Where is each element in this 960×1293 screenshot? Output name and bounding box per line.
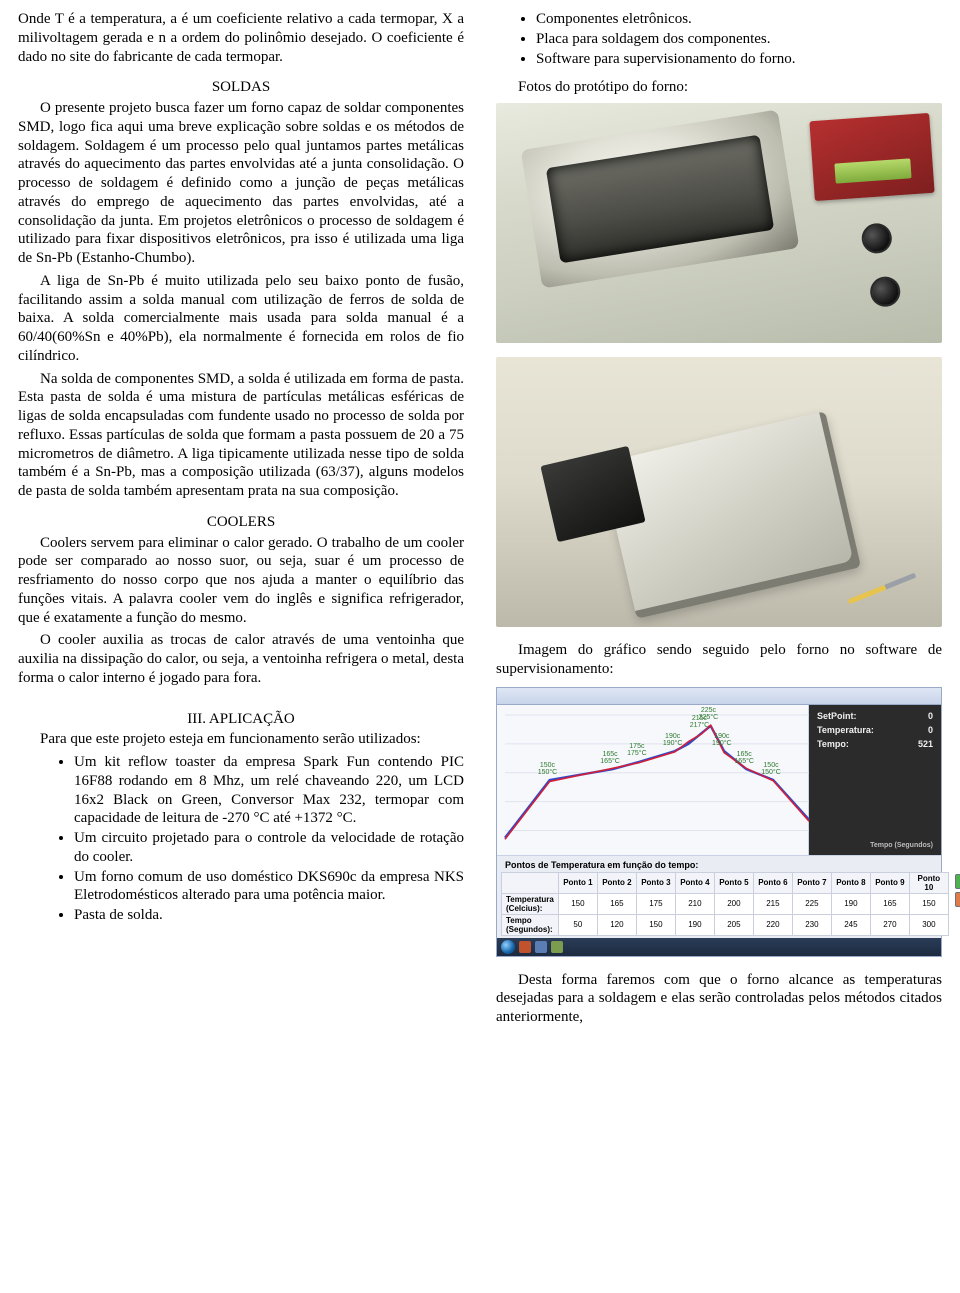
software-bottom: Pontos de Temperatura em função do tempo…: [497, 855, 941, 938]
task-icon[interactable]: [519, 941, 531, 953]
photo-oven-back: [496, 357, 942, 627]
software-titlebar: [497, 688, 941, 705]
desconectar-button[interactable]: DESCONECTAR: [955, 892, 960, 907]
software-chart: 150c150°C165c165°C175c175°C190c190°C215c…: [497, 705, 809, 855]
coolers-heading: COOLERS: [18, 513, 464, 532]
side-axis-label: Tempo (Segundos): [817, 842, 933, 849]
side-time-label: Tempo:: [817, 739, 849, 749]
side-setpoint: SetPoint: 0: [817, 711, 933, 721]
top-bullet-item: Software para supervisionamento do forno…: [536, 50, 942, 69]
photo-oven-front: [496, 103, 942, 343]
soldas-p3: Na solda de componentes SMD, a solda é u…: [18, 370, 464, 501]
software-window: 150c150°C165c165°C175c175°C190c190°C215c…: [496, 687, 942, 957]
top-bullet-item: Placa para soldagem dos componentes.: [536, 30, 942, 49]
software-taskbar: [497, 938, 941, 956]
side-time: Tempo: 521: [817, 739, 933, 749]
top-bullet-item: Componentes eletrônicos.: [536, 10, 942, 29]
aplicacao-list: Um kit reflow toaster da empresa Spark F…: [18, 753, 464, 925]
start-orb-icon[interactable]: [501, 940, 515, 954]
software-table: Ponto 1Ponto 2Ponto 3Ponto 4Ponto 5Ponto…: [501, 872, 949, 936]
side-time-val: 521: [918, 739, 933, 749]
aplicacao-item: Um kit reflow toaster da empresa Spark F…: [74, 753, 464, 828]
software-side-panel: SetPoint: 0 Temperatura: 0 Tempo: 521 Te…: [809, 705, 941, 855]
task-icon[interactable]: [551, 941, 563, 953]
coolers-p2: O cooler auxilia as trocas de calor atra…: [18, 631, 464, 687]
aplicacao-item: Pasta de solda.: [74, 906, 464, 925]
top-bullets-list: Componentes eletrônicos.Placa para solda…: [496, 10, 942, 68]
aplicacao-intro: Para que este projeto esteja em funciona…: [18, 730, 464, 749]
aplicacao-heading: III. APLICAÇÃO: [18, 710, 464, 729]
side-setpoint-label: SetPoint:: [817, 711, 857, 721]
fotos-label: Fotos do protótipo do forno:: [496, 78, 942, 97]
side-temp-val: 0: [928, 725, 933, 735]
aplicacao-item: Um forno comum de uso doméstico DKS690c …: [74, 868, 464, 906]
plotar-button[interactable]: PLOTAR: [955, 874, 960, 889]
side-setpoint-val: 0: [928, 711, 933, 721]
side-temp-label: Temperatura:: [817, 725, 874, 735]
side-temp: Temperatura: 0: [817, 725, 933, 735]
two-column-layout: Onde T é a temperatura, a é um coeficien…: [18, 10, 942, 1031]
soldas-p1: O presente projeto busca fazer um forno …: [18, 99, 464, 268]
coolers-p1: Coolers servem para eliminar o calor ger…: [18, 534, 464, 628]
closing-paragraph: Desta forma faremos com que o forno alca…: [496, 971, 942, 1027]
left-column: Onde T é a temperatura, a é um coeficien…: [18, 10, 464, 1031]
soldas-p2: A liga de Sn-Pb é muito utilizada pelo s…: [18, 272, 464, 366]
task-icon[interactable]: [535, 941, 547, 953]
soldas-heading: SOLDAS: [18, 78, 464, 97]
right-column: Componentes eletrônicos.Placa para solda…: [496, 10, 942, 1031]
aplicacao-item: Um circuito projetado para o controle da…: [74, 829, 464, 867]
sw-table-title: Pontos de Temperatura em função do tempo…: [501, 858, 937, 872]
graph-label: Imagem do gráfico sendo seguido pelo for…: [496, 641, 942, 679]
intro-paragraph: Onde T é a temperatura, a é um coeficien…: [18, 10, 464, 66]
